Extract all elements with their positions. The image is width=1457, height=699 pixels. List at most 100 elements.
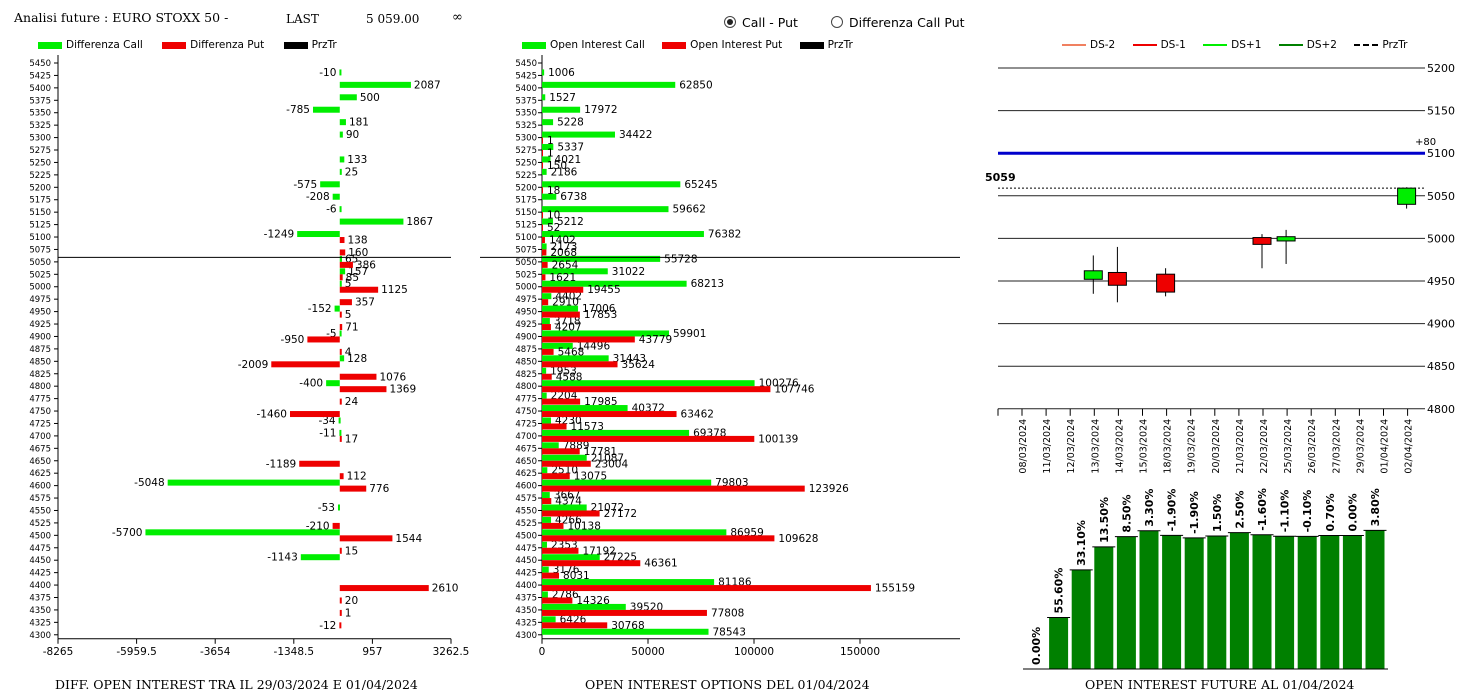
- diff-put-bar: [339, 535, 393, 542]
- strike-label: 5075: [29, 245, 51, 255]
- pct-label: 0.00%: [1346, 493, 1359, 531]
- oi-put-bar: [542, 299, 549, 306]
- oi-call-bar: [542, 541, 547, 548]
- date-label: 01/04/2024: [1380, 419, 1391, 474]
- left-footer: DIFF. OPEN INTEREST TRA IL 29/03/2024 E …: [55, 677, 418, 692]
- legend-item-oi-put: Open Interest Put: [662, 39, 782, 51]
- y-tick-label: 4950: [1427, 275, 1455, 288]
- oi-put-bar: [542, 386, 771, 393]
- diff-call-bar: [339, 119, 346, 126]
- diff-put-value-label: 5: [345, 309, 352, 321]
- pct-bar: [1162, 535, 1182, 669]
- strike-label: 5450: [515, 59, 537, 69]
- oi-call-bar: [542, 479, 712, 486]
- strike-label: 4350: [29, 606, 51, 616]
- diff-call-value-label: -1249: [264, 229, 295, 241]
- legend-item-oi-call: Open Interest Call: [522, 39, 645, 51]
- oi-call-value-label: 62850: [679, 79, 712, 91]
- strike-label: 4425: [29, 569, 51, 579]
- pct-label: 33.10%: [1075, 520, 1088, 566]
- diff-put-bar: [339, 435, 342, 442]
- oi-put-value-label: 4374: [555, 496, 582, 508]
- oi-call-bar: [542, 69, 545, 76]
- strike-label: 4375: [515, 593, 537, 603]
- pct-bar: [1049, 617, 1069, 669]
- strike-label: 5350: [29, 109, 51, 119]
- legend-line-red: [1132, 44, 1157, 46]
- strike-label: 4875: [515, 345, 537, 355]
- oi-call-bar: [542, 417, 551, 424]
- pct-label: 2.50%: [1233, 490, 1246, 528]
- diff-put-value-label: 20: [345, 595, 358, 607]
- legend-label: PrzTr: [1382, 39, 1408, 51]
- strike-label: 4475: [515, 544, 537, 554]
- diff-call-bar: [326, 380, 340, 387]
- last-label: LAST: [286, 12, 319, 26]
- strike-label: 4425: [515, 569, 537, 579]
- diff-call-value-label: 157: [348, 266, 368, 278]
- diff-call-bar: [339, 69, 342, 76]
- oi-put-bar: [542, 373, 552, 380]
- legend-label: DS+2: [1306, 39, 1337, 51]
- diff-call-bar: [339, 94, 357, 101]
- date-label: 27/03/2024: [1331, 419, 1342, 474]
- oi-call-value-label: 2173: [551, 241, 578, 253]
- oi-call-bar: [542, 405, 628, 412]
- diff-call-bar: [339, 255, 342, 262]
- oi-put-value-label: 11573: [571, 421, 604, 433]
- x-tick-label: 957: [362, 646, 382, 658]
- diff-put-value-label: 776: [369, 483, 389, 495]
- strike-label: 4300: [515, 631, 537, 641]
- date-label: 15/03/2024: [1139, 419, 1150, 474]
- oi-put-bar: [542, 423, 567, 430]
- oi-put-bar: [542, 274, 546, 281]
- candle-body: [1276, 236, 1296, 242]
- date-label: 14/03/2024: [1114, 419, 1125, 474]
- y-tick-label: 4850: [1427, 360, 1455, 373]
- y-tick-label: 5150: [1427, 105, 1455, 118]
- date-label: 29/03/2024: [1355, 419, 1366, 474]
- oi-call-value-label: 1006: [548, 67, 575, 79]
- date-label: 02/04/2024: [1404, 419, 1415, 474]
- x-tick-label: 0: [539, 646, 546, 658]
- oi-put-value-label: 2654: [552, 259, 579, 271]
- diff-put-value-label: 138: [347, 235, 367, 247]
- oi-call-bar: [542, 454, 587, 461]
- oi-call-bar: [542, 119, 554, 126]
- diff-put-bar: [339, 237, 345, 244]
- legend-label: PrzTr: [827, 39, 853, 51]
- oi-call-bar: [542, 193, 557, 200]
- x-tick-label: 150000: [840, 646, 880, 658]
- strike-label: 4625: [29, 469, 51, 479]
- legend-item-diff-put: Differenza Put: [162, 39, 264, 51]
- diff-put-value-label: -12: [319, 620, 336, 632]
- radio-call-put[interactable]: Call - Put: [724, 15, 798, 30]
- strike-label: 4950: [29, 308, 51, 318]
- strike-label: 4700: [515, 432, 537, 442]
- oi-put-value-label: 155159: [875, 583, 915, 595]
- strike-label: 5325: [515, 121, 537, 131]
- oi-call-bar: [542, 367, 547, 374]
- diff-call-bar: [313, 106, 340, 113]
- diff-call-value-label: -152: [308, 303, 332, 315]
- diff-call-bar: [339, 429, 342, 436]
- oi-call-value-label: 14496: [577, 340, 611, 352]
- strike-label: 4500: [29, 531, 51, 541]
- strike-label: 5275: [29, 146, 51, 156]
- diff-put-value-label: 24: [345, 396, 359, 408]
- diff-call-bar: [339, 280, 342, 287]
- oi-put-value-label: 43779: [639, 334, 672, 346]
- oi-call-value-label: 4021: [555, 154, 582, 166]
- diff-put-bar: [339, 311, 342, 318]
- strike-label: 5025: [515, 270, 537, 280]
- pct-label: 8.50%: [1120, 494, 1133, 532]
- y-tick-label: 5100: [1427, 147, 1455, 160]
- diff-put-value-label: 15: [345, 545, 358, 557]
- pct-label: 1.50%: [1211, 494, 1224, 532]
- date-label: 25/03/2024: [1283, 419, 1294, 474]
- radio-differenza[interactable]: Differenza Call Put: [831, 15, 965, 30]
- strike-label: 5225: [29, 171, 51, 181]
- date-label: 18/03/2024: [1163, 419, 1174, 474]
- date-label: 22/03/2024: [1259, 419, 1270, 474]
- open-interest-options-chart: 5450 5425 5400 5375 5350 5325 5300 5275 5250 5225…: [480, 55, 960, 658]
